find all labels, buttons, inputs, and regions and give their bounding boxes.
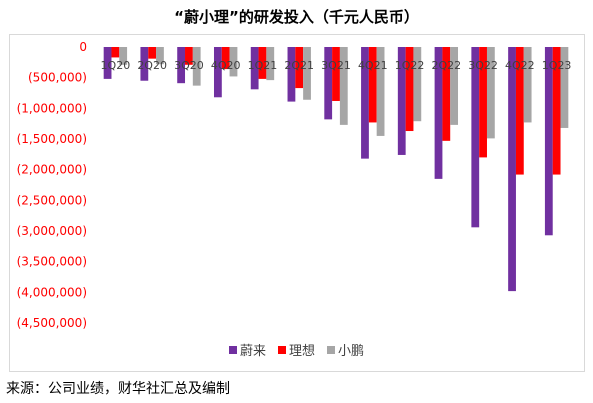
bar [185,47,193,65]
bar [560,47,569,128]
y-tick-label: (1,500,000) [17,132,87,146]
bar [397,47,406,155]
y-tick-label: (2,000,000) [17,163,87,177]
x-category-label: 1Q22 [395,59,425,72]
legend-swatch [327,346,335,354]
bar [552,47,561,175]
y-tick-label: (500,000) [28,71,87,85]
x-category-label: 2Q20 [137,59,167,72]
bar [258,47,267,79]
bar [339,47,348,125]
bar [515,47,524,175]
bar [376,47,385,136]
x-category-label: 2Q22 [431,59,461,72]
x-category-label: 4Q20 [211,59,241,72]
bar [140,47,149,81]
bar [471,47,480,228]
bar [295,47,304,89]
bar [303,47,311,100]
bar [250,47,259,90]
x-category-label: 3Q21 [321,59,351,72]
bar [361,47,369,159]
bar [229,47,238,77]
bar [156,47,164,65]
bar [523,47,532,123]
bar [508,47,516,292]
legend-label: 小鹏 [338,344,364,359]
bar [221,47,230,70]
y-tick-label: 0 [79,40,87,54]
bar [544,47,553,236]
x-category-label: 4Q22 [505,59,535,72]
x-category-label: 4Q21 [358,59,388,72]
y-tick-label: (4,500,000) [17,316,87,330]
bar [287,47,296,102]
y-tick-label: (3,000,000) [17,224,87,238]
x-category-label: 1Q20 [101,59,131,72]
legend-swatch [229,346,237,354]
x-category-label: 3Q20 [174,59,204,72]
bar [192,47,201,86]
bar [324,47,333,120]
bar [177,47,186,84]
x-category-label: 1Q23 [542,59,572,72]
bar [434,47,443,179]
bar [103,47,112,79]
legend-label: 理想 [289,343,315,359]
y-tick-label: (1,000,000) [17,101,87,115]
bar [442,47,451,141]
bar [486,47,495,139]
bar [148,47,157,59]
y-tick-label: (3,500,000) [17,255,87,269]
y-tick-label: (4,000,000) [17,285,87,299]
bar [413,47,422,122]
legend-swatch [278,346,286,354]
x-category-label: 1Q21 [248,59,278,72]
bar [368,47,377,123]
bar [119,47,128,65]
x-category-label: 2Q21 [284,59,314,72]
bar [111,47,120,58]
bar [405,47,414,132]
legend-label: 蔚来 [240,344,266,359]
x-category-label: 3Q22 [468,59,498,72]
bar [479,47,487,158]
chart-title: “蔚小理”的研发投入（千元人民币） [174,8,419,26]
source-note: 来源：公司业绩，财华社汇总及编制 [6,381,230,397]
y-tick-label: (2,500,000) [17,193,87,207]
bar [213,47,222,98]
bar [332,47,340,101]
bar [266,47,275,81]
bar [450,47,459,125]
